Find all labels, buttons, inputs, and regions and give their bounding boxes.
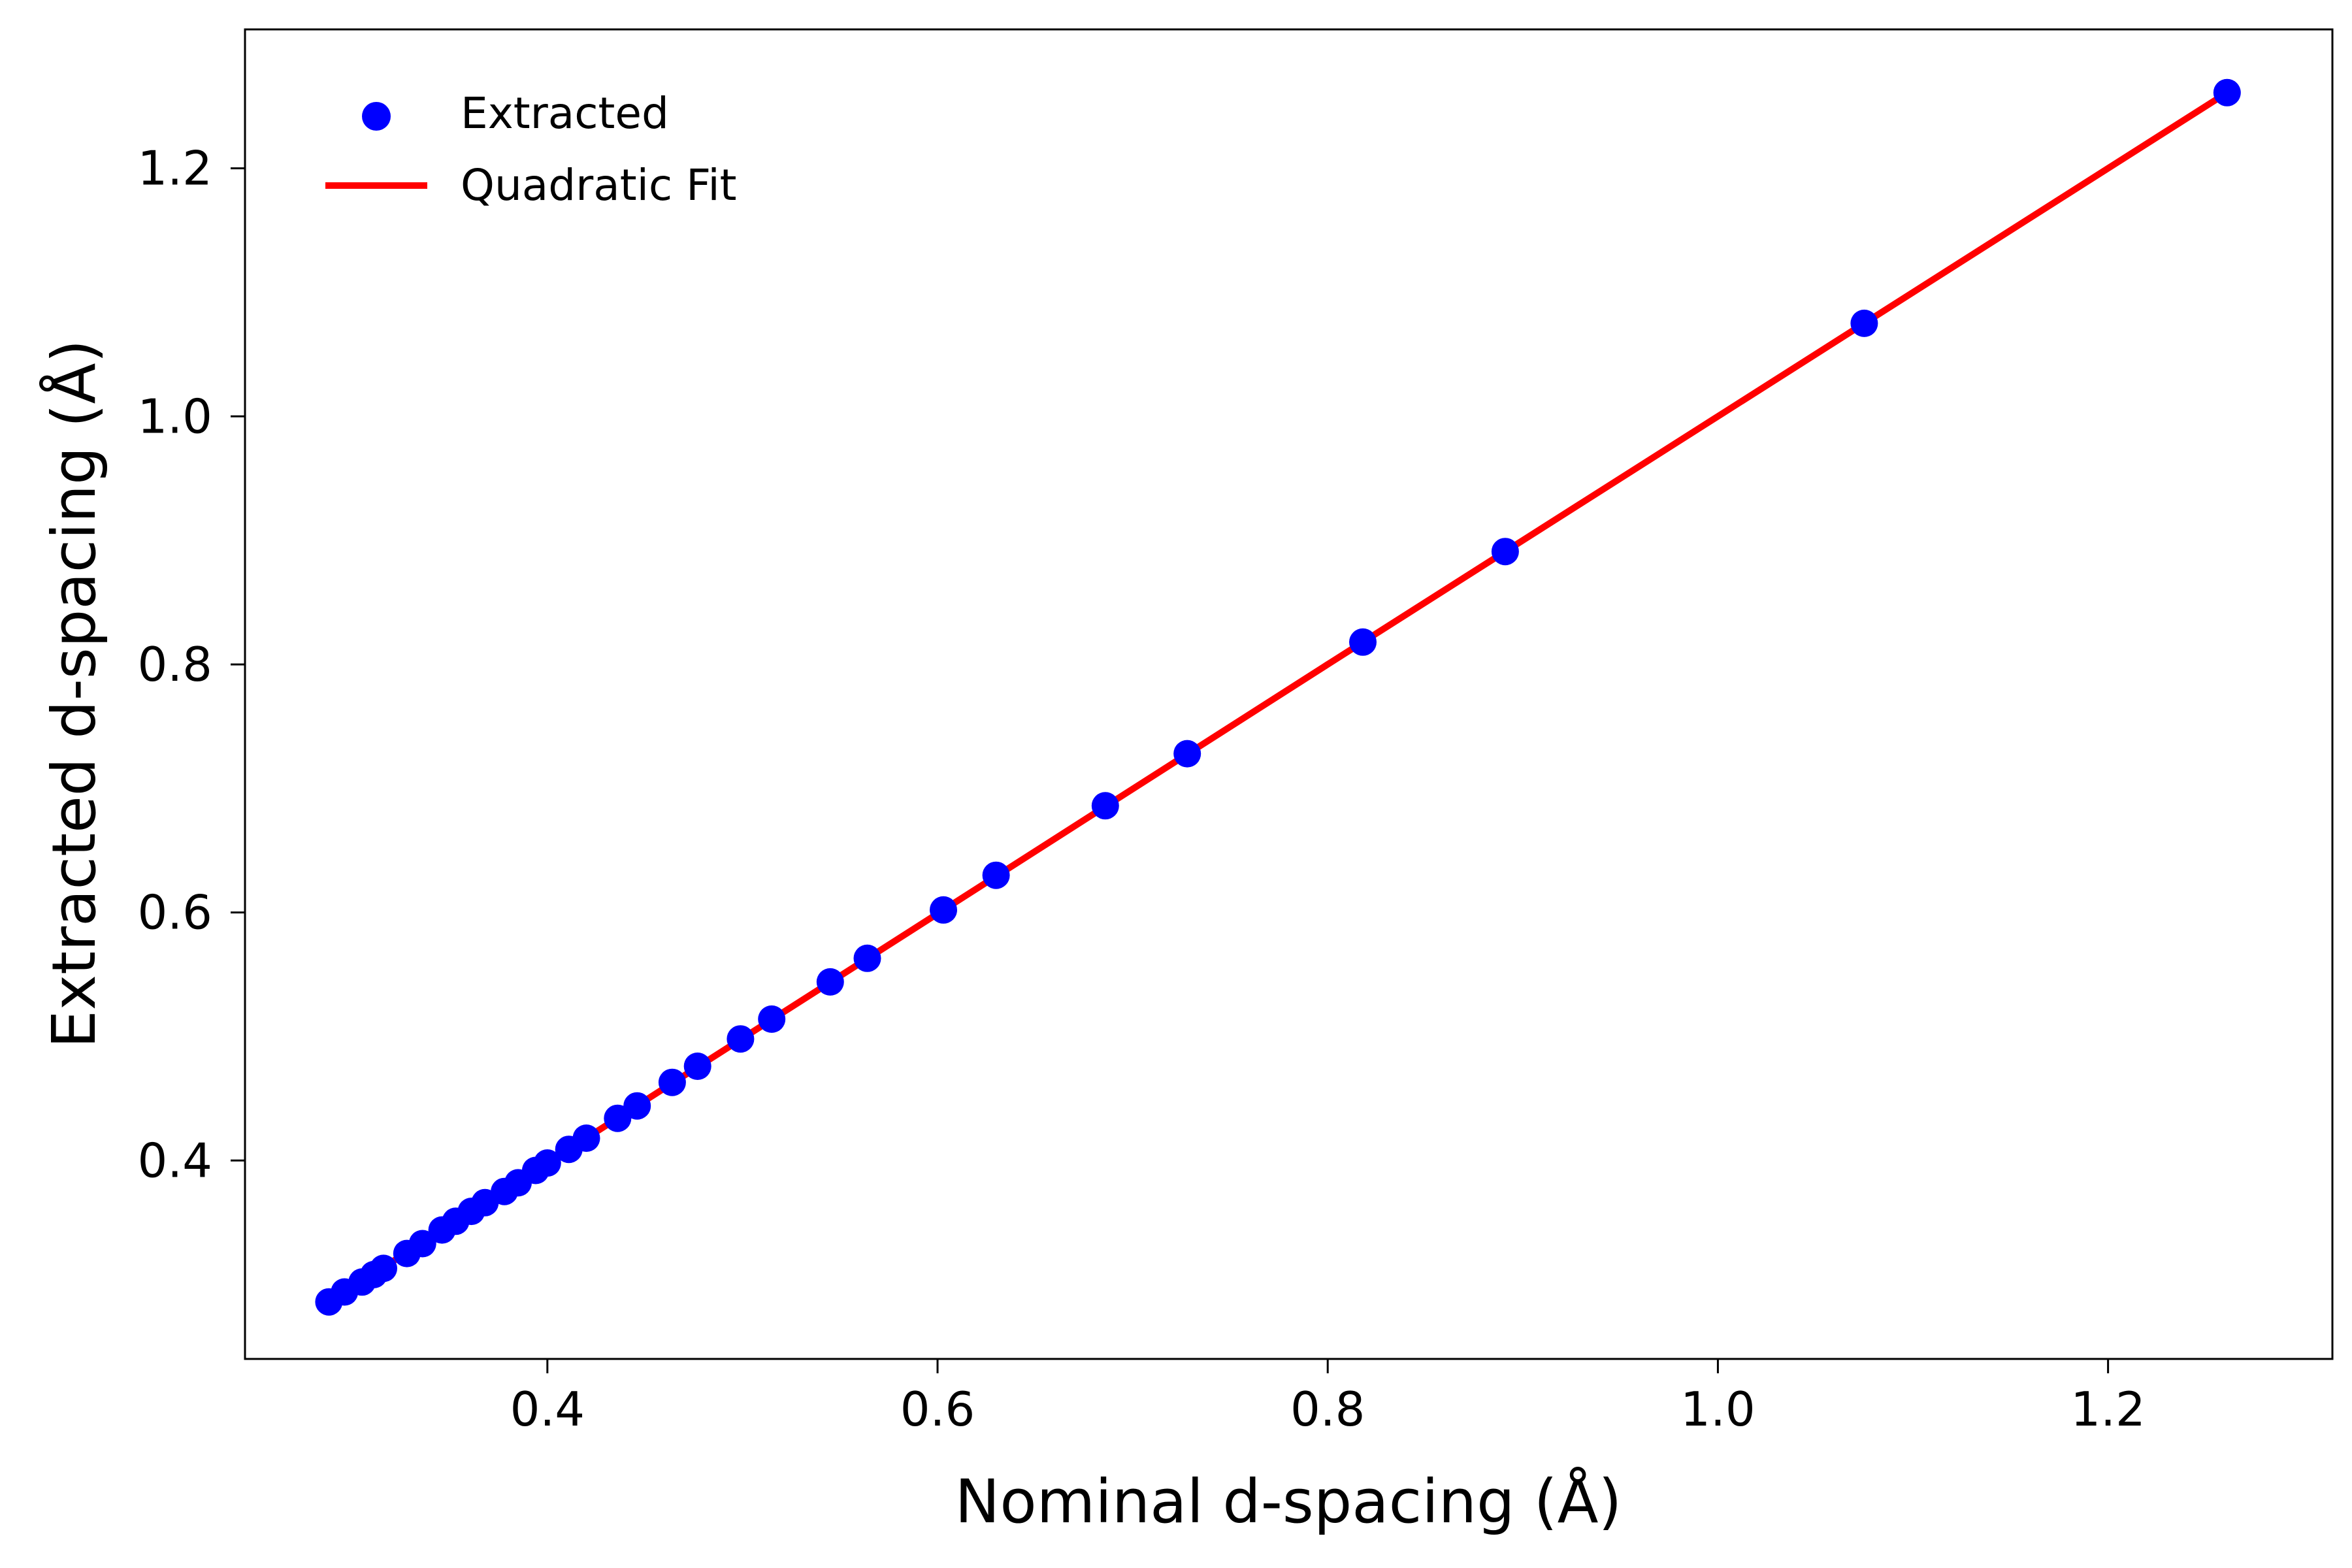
y-axis-label: Extracted d-spacing (Å) [39, 340, 109, 1049]
legend-marker-extracted [362, 102, 391, 131]
y-tick-label: 1.2 [137, 141, 212, 196]
y-axis: 0.4 0.6 0.8 1.0 1.2 [137, 141, 245, 1188]
data-point [758, 1005, 786, 1033]
data-point [572, 1124, 600, 1152]
data-point [853, 944, 881, 972]
data-point [1173, 740, 1201, 768]
x-axis-label: Nominal d-spacing (Å) [955, 1466, 1622, 1537]
data-point [408, 1230, 436, 1258]
data-point [533, 1149, 561, 1177]
y-tick-label: 0.6 [137, 885, 212, 940]
data-point [1091, 792, 1119, 820]
x-tick-label: 1.0 [1680, 1382, 1756, 1437]
y-tick-label: 0.8 [137, 637, 212, 692]
x-axis: 0.4 0.6 0.8 1.0 1.2 [510, 1359, 2146, 1437]
data-point [1349, 628, 1377, 656]
data-point [816, 968, 844, 996]
data-point [370, 1254, 397, 1282]
data-point [727, 1025, 755, 1053]
x-tick-label: 0.8 [1290, 1382, 1365, 1437]
data-point [658, 1068, 686, 1096]
points-layer [315, 78, 2241, 1316]
legend: Extracted Quadratic Fit [325, 88, 737, 210]
data-point [2213, 78, 2241, 106]
data-point [1491, 538, 1519, 566]
data-point [623, 1092, 651, 1120]
data-point [982, 861, 1010, 889]
data-point [930, 896, 957, 924]
legend-label-quadratic-fit: Quadratic Fit [461, 160, 737, 210]
data-point [1850, 309, 1878, 337]
data-point [683, 1053, 711, 1080]
plot-frame [244, 28, 2334, 1360]
x-tick-label: 0.6 [900, 1382, 975, 1437]
x-tick-label: 1.2 [2070, 1382, 2146, 1437]
y-tick-label: 0.4 [137, 1133, 212, 1188]
data-point [604, 1104, 632, 1132]
y-tick-label: 1.0 [137, 389, 212, 444]
x-tick-label: 0.4 [510, 1382, 585, 1437]
legend-label-extracted: Extracted [461, 88, 669, 139]
